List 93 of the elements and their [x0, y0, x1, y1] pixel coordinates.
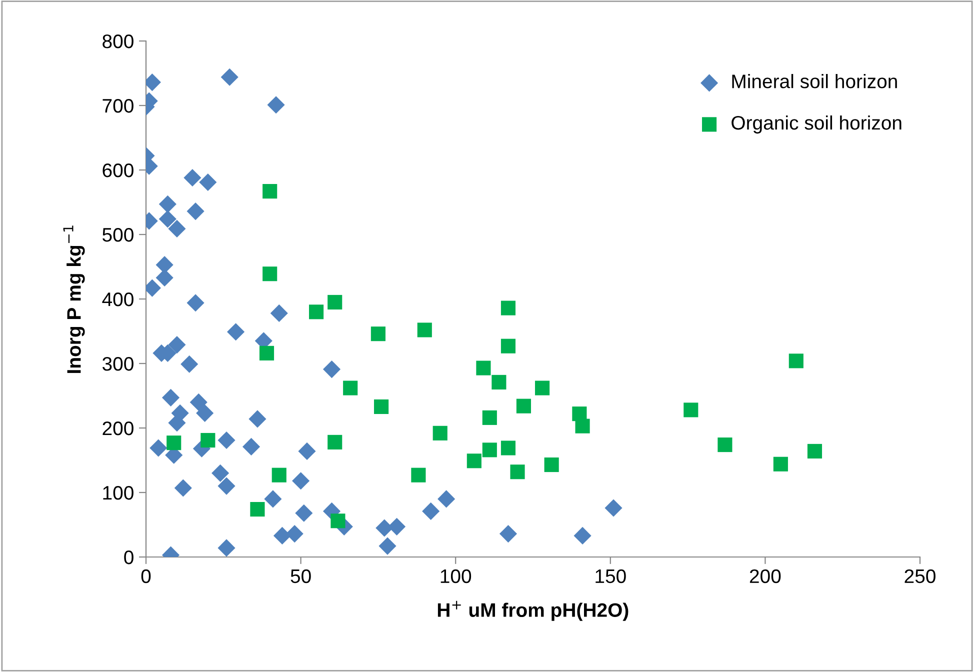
y-tick-label: 0: [124, 550, 134, 564]
point: [272, 468, 286, 482]
y-tick-label: 100: [103, 486, 134, 500]
point: [180, 355, 198, 373]
point: [248, 410, 266, 428]
point: [482, 410, 497, 425]
legend-label: Organic soil horizon: [732, 115, 902, 134]
point: [220, 68, 238, 86]
point: [250, 502, 265, 517]
x-tick-label: 200: [750, 569, 781, 584]
point: [196, 404, 214, 422]
point: [374, 399, 389, 414]
point: [575, 418, 590, 434]
x-tick-label: 250: [904, 569, 936, 584]
y-tick-label: 500: [102, 228, 134, 242]
point: [544, 457, 559, 472]
point: [259, 346, 274, 360]
point: [376, 519, 394, 537]
point: [158, 195, 176, 213]
point: [242, 438, 260, 456]
point: [158, 210, 176, 228]
point: [150, 439, 168, 457]
y-axis-title: Inorg P mg kg$^{−1}$: [63, 226, 85, 373]
point: [482, 442, 497, 458]
point: [262, 184, 278, 199]
point: [466, 454, 482, 468]
legend-label: Mineral soil horizon: [732, 74, 897, 88]
point: [499, 524, 518, 543]
point: [162, 388, 180, 406]
point: [500, 300, 516, 316]
point: [438, 490, 456, 508]
point: [500, 440, 516, 456]
point: [270, 304, 288, 322]
y-tick-label: 600: [102, 163, 134, 178]
point: [422, 502, 440, 520]
point: [199, 173, 217, 192]
point: [218, 477, 236, 495]
point: [370, 326, 386, 342]
point: [328, 294, 342, 310]
point: [684, 402, 698, 418]
point: [186, 202, 204, 220]
point: [604, 499, 622, 517]
point: [267, 96, 285, 114]
point: [476, 360, 491, 376]
point: [168, 336, 186, 354]
point: [417, 322, 432, 338]
point: [262, 266, 278, 282]
point: [190, 393, 208, 411]
x-tick-label: 50: [290, 569, 311, 584]
point: [322, 360, 341, 378]
x-tick-label: 100: [440, 569, 472, 584]
y-tick-label: 700: [102, 98, 134, 113]
point: [212, 464, 230, 482]
point: [411, 468, 426, 482]
point: [388, 518, 406, 536]
point: [295, 504, 313, 522]
point: [330, 514, 346, 528]
point: [298, 442, 316, 460]
point: [718, 437, 732, 452]
x-tick-label: 0: [141, 569, 151, 584]
point: [492, 374, 506, 390]
point: [308, 304, 324, 320]
point: [807, 444, 822, 459]
point: [186, 294, 204, 312]
x-tick-label: 150: [596, 569, 626, 584]
y-tick-label: 800: [102, 34, 134, 48]
point: [574, 526, 592, 544]
point: [218, 539, 236, 557]
point: [286, 524, 304, 543]
point: [273, 526, 292, 544]
point: [516, 398, 531, 414]
point: [218, 431, 236, 450]
point: [432, 426, 448, 440]
point: [343, 380, 358, 396]
x-axis-title: H$^{+}$ uM from pH(H2O): [438, 600, 628, 621]
y-tick-label: 300: [102, 356, 134, 371]
point: [500, 338, 516, 354]
point: [227, 323, 245, 341]
point: [264, 490, 282, 508]
y-tick-label: 200: [102, 421, 134, 436]
point: [166, 436, 182, 450]
point: [328, 434, 342, 450]
point: [184, 168, 202, 187]
point: [535, 380, 550, 396]
point: [378, 537, 396, 555]
y-tick-label: 400: [102, 292, 134, 306]
point: [292, 472, 310, 490]
point: [788, 354, 804, 368]
point: [773, 456, 788, 472]
point: [200, 432, 216, 448]
point: [168, 220, 186, 238]
point: [174, 479, 192, 497]
point: [510, 464, 525, 480]
